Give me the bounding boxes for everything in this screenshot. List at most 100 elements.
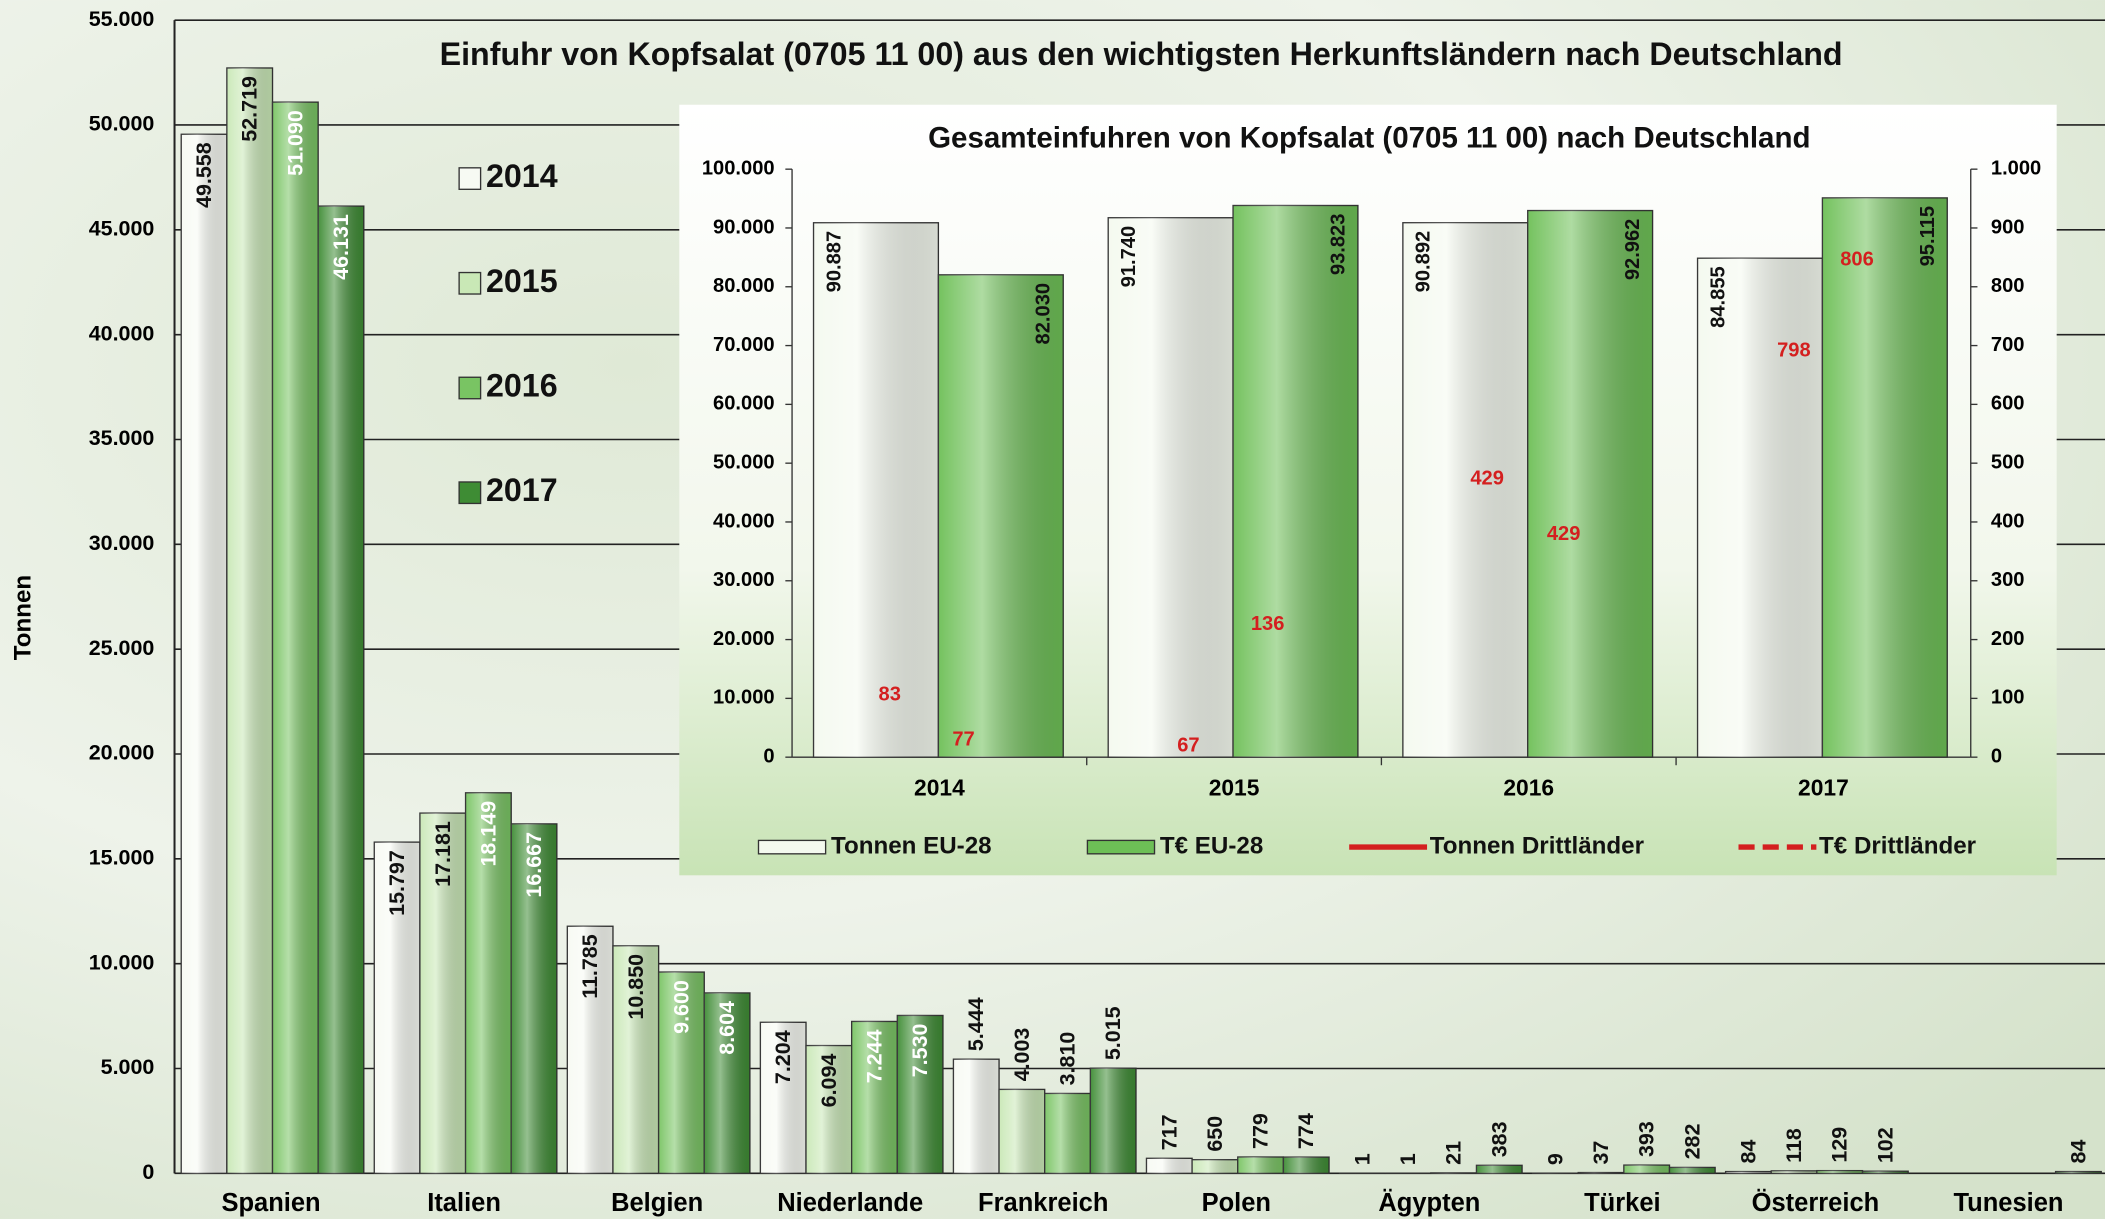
value-label: 10.850 <box>624 954 648 1020</box>
bar-shine <box>1624 1165 1670 1173</box>
value-label: 84.855 <box>1707 266 1729 328</box>
bar-shine <box>1108 218 1233 757</box>
bar-shine <box>181 134 227 1173</box>
y-tick-label: 60.000 <box>713 393 775 415</box>
value-label: 5.015 <box>1101 1006 1125 1060</box>
legend-label: T€ EU-28 <box>1160 832 1263 859</box>
line-value-label: 798 <box>1777 339 1811 361</box>
legend-swatch <box>459 168 480 189</box>
value-label: 129 <box>1828 1127 1852 1163</box>
bar-shine <box>1822 198 1947 757</box>
y-tick-label: 20.000 <box>89 741 155 765</box>
value-label: 49.558 <box>192 142 216 208</box>
bar-shine <box>1238 1157 1284 1173</box>
bar-shine <box>2056 1172 2102 1174</box>
value-label: 92.962 <box>1622 219 1644 281</box>
y2-tick-label: 700 <box>1991 334 2025 356</box>
y-tick-label: 15.000 <box>89 846 155 870</box>
value-label: 774 <box>1294 1113 1318 1149</box>
y-tick-label: 90.000 <box>713 216 775 238</box>
bar-shine <box>1283 1157 1329 1173</box>
value-label: 3.810 <box>1056 1032 1080 1086</box>
bar-shine <box>1863 1171 1909 1173</box>
y-tick-label: 100.000 <box>702 157 775 179</box>
legend-label: Tonnen EU-28 <box>831 832 992 859</box>
value-label: 8.604 <box>715 1001 739 1055</box>
y-tick-label: 30.000 <box>89 531 155 555</box>
value-label: 11.785 <box>578 934 602 999</box>
bar-shine <box>999 1089 1045 1173</box>
y2-tick-label: 500 <box>1991 451 2025 473</box>
value-label: 1 <box>1350 1153 1374 1165</box>
bar-shine <box>1817 1171 1863 1174</box>
x-tick-label: 2015 <box>1209 774 1260 800</box>
legend-label: 2014 <box>486 158 558 194</box>
y-tick-label: 10.000 <box>89 950 155 974</box>
y-tick-label: 10.000 <box>713 687 775 709</box>
y-tick-label: 50.000 <box>89 112 155 136</box>
value-label: 7.530 <box>908 1023 932 1077</box>
value-label: 717 <box>1157 1114 1181 1150</box>
inset-title: Gesamteinfuhren von Kopfsalat (0705 11 0… <box>928 121 1810 154</box>
value-label: 82.030 <box>1033 283 1055 345</box>
value-label: 779 <box>1249 1113 1273 1149</box>
value-label: 84 <box>1736 1140 1760 1164</box>
y2-tick-label: 200 <box>1991 628 2025 650</box>
bar-shine <box>227 68 273 1173</box>
y-tick-label: 50.000 <box>713 451 775 473</box>
bar-shine <box>1192 1160 1238 1174</box>
legend-swatch <box>758 840 825 853</box>
bar-shine <box>1090 1068 1136 1173</box>
line-value-label: 429 <box>1547 523 1581 545</box>
bar-shine <box>1578 1173 1624 1174</box>
value-label: 95.115 <box>1917 206 1939 266</box>
legend-swatch <box>459 377 480 398</box>
y-axis-label: Tonnen <box>10 575 37 660</box>
x-tick-label: Ägypten <box>1378 1189 1480 1217</box>
value-label: 93.823 <box>1327 214 1349 276</box>
x-tick-label: Italien <box>427 1189 501 1217</box>
y-tick-label: 40.000 <box>713 510 775 532</box>
bar-shine <box>1233 205 1358 757</box>
value-label: 6.094 <box>817 1054 841 1108</box>
x-tick-label: Türkei <box>1584 1189 1661 1217</box>
value-label: 15.797 <box>385 850 409 916</box>
bar-shine <box>953 1059 999 1173</box>
x-tick-label: Tunesien <box>1953 1189 2063 1217</box>
y-tick-label: 40.000 <box>89 321 155 345</box>
y2-tick-label: 300 <box>1991 569 2025 591</box>
bar-shine <box>273 102 319 1173</box>
bar-shine <box>1146 1158 1192 1173</box>
bar-shine <box>1476 1165 1522 1173</box>
x-tick-label: Niederlande <box>777 1189 923 1217</box>
bar-shine <box>1726 1172 1772 1174</box>
bar-shine <box>1528 211 1653 758</box>
y-tick-label: 0 <box>142 1160 154 1184</box>
chart-title: Einfuhr von Kopfsalat (0705 11 00) aus d… <box>440 36 1843 72</box>
x-tick-label: Belgien <box>611 1189 703 1217</box>
legend-label: 2015 <box>486 263 558 299</box>
y2-tick-label: 1.000 <box>1991 157 2041 179</box>
bar-shine <box>814 223 939 757</box>
y-tick-label: 5.000 <box>101 1055 155 1079</box>
y2-tick-label: 0 <box>1991 745 2002 767</box>
y-tick-label: 35.000 <box>89 426 155 450</box>
y-tick-label: 80.000 <box>713 275 775 297</box>
legend-label: 2016 <box>486 368 558 404</box>
value-label: 650 <box>1203 1116 1227 1152</box>
value-label: 282 <box>1680 1123 1704 1159</box>
x-tick-label: Polen <box>1202 1189 1271 1217</box>
value-label: 4.003 <box>1010 1028 1034 1082</box>
value-label: 46.131 <box>329 214 353 280</box>
y-tick-label: 70.000 <box>713 334 775 356</box>
value-label: 90.887 <box>823 231 845 293</box>
line-value-label: 67 <box>1177 734 1199 756</box>
value-label: 9 <box>1543 1153 1567 1165</box>
line-value-label: 806 <box>1840 249 1874 271</box>
x-tick-label: Österreich <box>1752 1188 1880 1217</box>
value-label: 7.204 <box>771 1030 795 1084</box>
bar-shine <box>318 206 364 1173</box>
value-label: 9.600 <box>669 980 693 1034</box>
legend-swatch <box>459 273 480 294</box>
y-tick-label: 0 <box>763 745 774 767</box>
